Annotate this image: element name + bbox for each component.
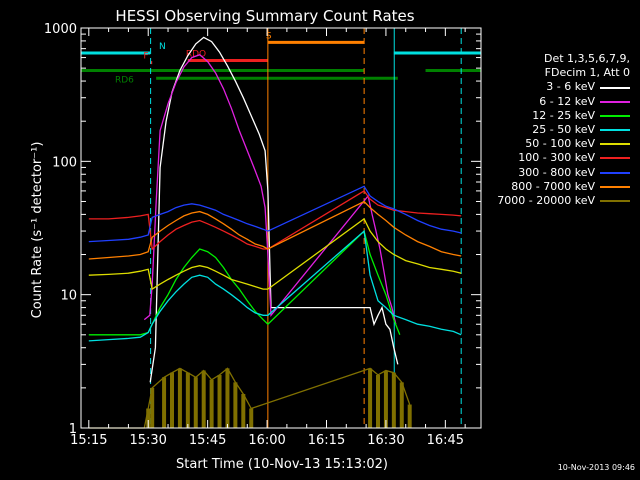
x-tick-label-0: 15:15 bbox=[70, 433, 107, 448]
legend-swatch bbox=[600, 129, 630, 132]
legend-entry-label: 7000 - 20000 keV bbox=[497, 193, 595, 207]
x-tick-label-2: 15:45 bbox=[189, 433, 226, 448]
legend-entry-0: 3 - 6 keV bbox=[480, 80, 630, 94]
y-tick-label-0: 1 bbox=[69, 422, 77, 437]
x-tick-label-4: 16:15 bbox=[308, 433, 345, 448]
legend-header-line-1: Det 1,3,5,6,7,9, bbox=[543, 52, 630, 65]
legend: Det 1,3,5,6,7,9, FDecim 1, Att 0 3 - 6 k… bbox=[480, 52, 630, 208]
series-line-4 bbox=[88, 217, 462, 291]
legend-entry-7: 800 - 7000 keV bbox=[480, 180, 630, 194]
legend-swatch bbox=[600, 157, 630, 160]
flag-label-s: S bbox=[266, 31, 272, 41]
flag-label-rd6: RD6 bbox=[115, 76, 134, 86]
x-tick-label-6: 16:45 bbox=[427, 433, 464, 448]
series-line-7 bbox=[88, 200, 462, 260]
timestamp: 10-Nov-2013 09:46 bbox=[557, 463, 635, 472]
y-tick-label-1: 10 bbox=[60, 289, 77, 304]
series-line-6 bbox=[88, 185, 462, 243]
legend-swatch bbox=[600, 200, 630, 202]
x-axis-label: Start Time (10-Nov-13 15:13:02) bbox=[176, 457, 388, 472]
x-tick-label-1: 15:30 bbox=[129, 433, 166, 448]
x-tick-label-5: 16:30 bbox=[367, 433, 404, 448]
legend-entry-label: 50 - 100 keV bbox=[525, 137, 595, 151]
legend-entry-4: 50 - 100 keV bbox=[480, 137, 630, 151]
legend-entry-3: 25 - 50 keV bbox=[480, 123, 630, 137]
legend-entry-label: 12 - 25 keV bbox=[532, 108, 595, 122]
legend-entry-label: 25 - 50 keV bbox=[532, 122, 595, 136]
series-line-0 bbox=[149, 36, 399, 383]
series-line-8 bbox=[88, 367, 411, 429]
legend-swatch bbox=[600, 171, 630, 174]
x-tick-label-3: 16:00 bbox=[248, 433, 285, 448]
series-line-1 bbox=[143, 54, 397, 325]
legend-swatch bbox=[600, 86, 630, 89]
legend-swatch bbox=[600, 100, 630, 103]
y-tick-label-2: 100 bbox=[52, 155, 77, 170]
legend-entry-5: 100 - 300 keV bbox=[480, 151, 630, 165]
flag-label-f: F bbox=[143, 52, 148, 62]
legend-swatch bbox=[600, 114, 630, 117]
legend-entry-label: 300 - 800 keV bbox=[518, 165, 595, 179]
legend-swatch bbox=[600, 185, 630, 188]
plot-frame bbox=[80, 27, 482, 429]
y-axis-label: Count Rate (s⁻¹ detector⁻¹) bbox=[30, 142, 45, 319]
legend-entry-1: 6 - 12 keV bbox=[480, 95, 630, 109]
legend-entry-2: 12 - 25 keV bbox=[480, 109, 630, 123]
legend-entry-label: 6 - 12 keV bbox=[539, 94, 595, 108]
legend-entry-6: 300 - 800 keV bbox=[480, 166, 630, 180]
legend-header-line-2: FDecim 1, Att 0 bbox=[544, 66, 630, 80]
legend-entry-8: 7000 - 20000 keV bbox=[480, 194, 630, 208]
legend-entry-label: 100 - 300 keV bbox=[518, 151, 595, 165]
legend-entry-label: 3 - 6 keV bbox=[546, 80, 595, 94]
legend-swatch bbox=[600, 143, 630, 146]
y-tick-label-3: 1000 bbox=[44, 22, 77, 37]
series-line-5 bbox=[88, 190, 462, 251]
chart-title: HESSI Observing Summary Count Rates bbox=[115, 7, 414, 25]
legend-entry-label: 800 - 7000 keV bbox=[511, 179, 595, 193]
flag-label-n: N bbox=[159, 42, 166, 52]
flag-label-rdo: RDO bbox=[186, 50, 206, 60]
series-line-3 bbox=[88, 229, 462, 342]
